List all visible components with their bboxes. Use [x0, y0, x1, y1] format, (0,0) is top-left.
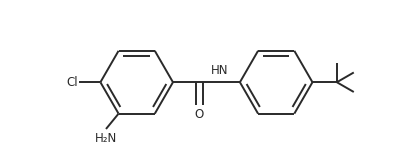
Text: Cl: Cl: [67, 76, 78, 89]
Text: HN: HN: [211, 64, 228, 77]
Text: H₂N: H₂N: [95, 132, 117, 145]
Text: O: O: [195, 108, 204, 121]
